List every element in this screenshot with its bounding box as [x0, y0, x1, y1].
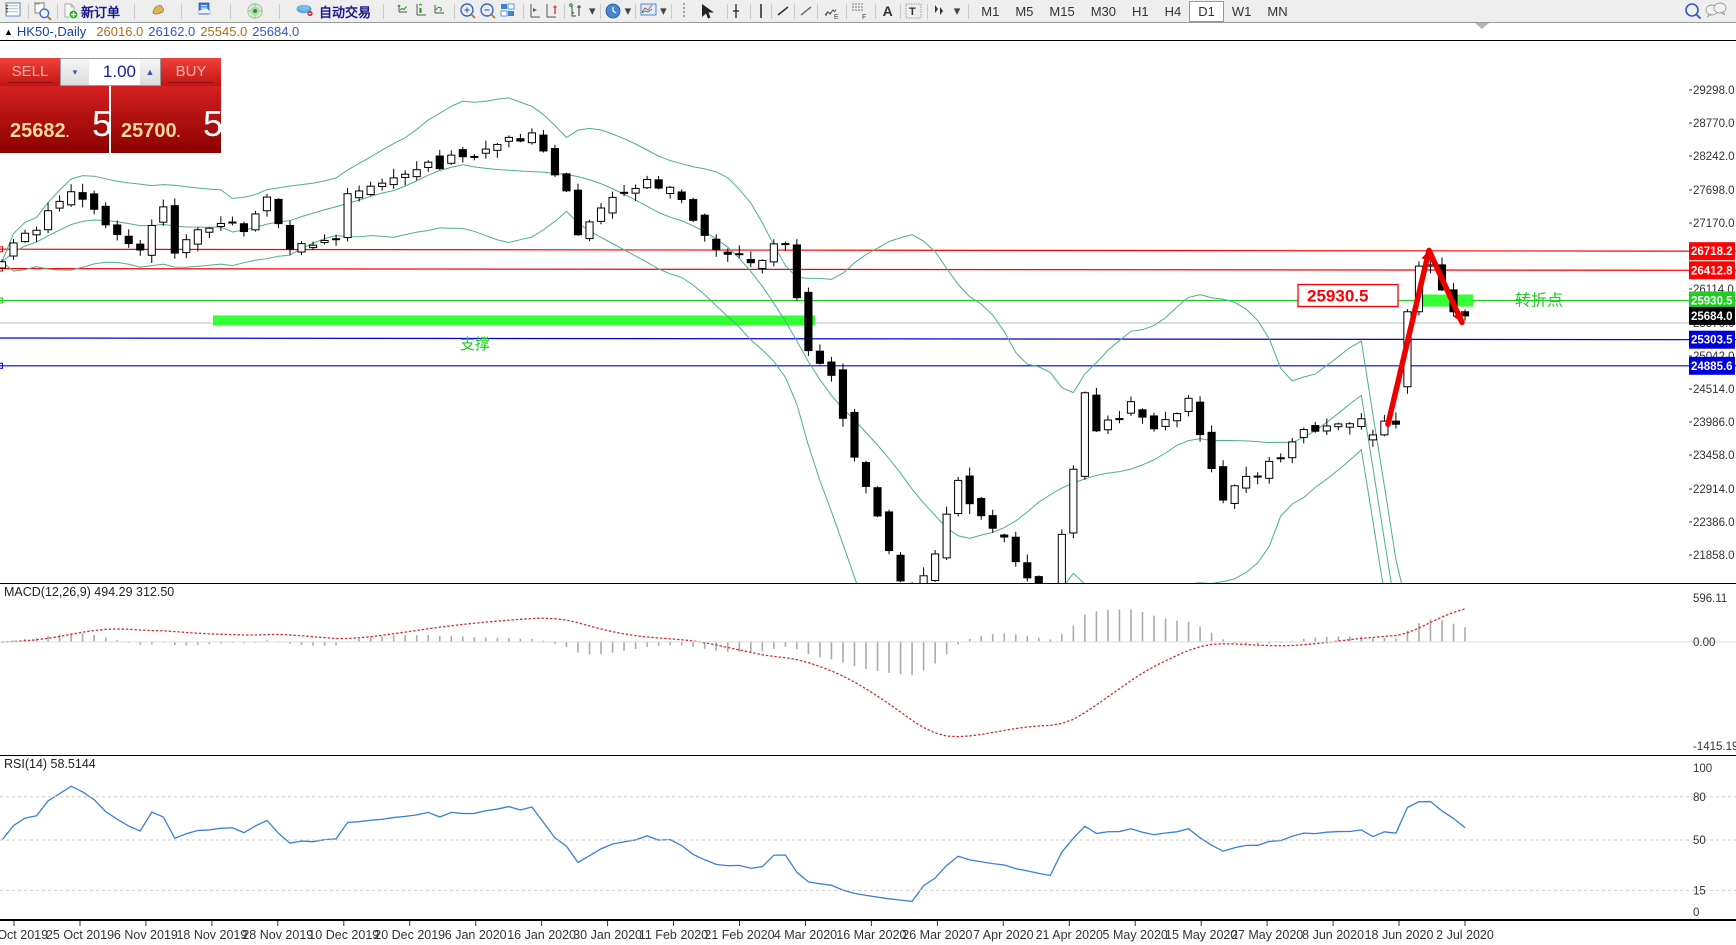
svg-text:21858.0: 21858.0 [1693, 550, 1735, 562]
svg-text:转折点: 转折点 [1515, 292, 1563, 310]
svg-text:11 Feb 2020: 11 Feb 2020 [639, 928, 708, 942]
svg-text:15 Oct 2019: 15 Oct 2019 [0, 928, 48, 942]
svg-text:26 Mar 2020: 26 Mar 2020 [902, 928, 972, 942]
svg-text:23458.0: 23458.0 [1693, 450, 1735, 462]
svg-text:20 Dec 2019: 20 Dec 2019 [374, 928, 445, 942]
svg-text:21 Apr 2020: 21 Apr 2020 [1036, 928, 1103, 942]
svg-text:6 Nov 2019: 6 Nov 2019 [114, 928, 178, 942]
svg-text:22386.0: 22386.0 [1693, 517, 1735, 529]
svg-text:27170.0: 27170.0 [1693, 218, 1735, 230]
svg-text:26718.2: 26718.2 [1691, 246, 1733, 258]
svg-text:F: F [862, 14, 866, 20]
svg-text:28 Nov 2019: 28 Nov 2019 [242, 928, 313, 942]
svg-text:25684.0: 25684.0 [1691, 311, 1733, 323]
svg-text:7 Apr 2020: 7 Apr 2020 [973, 928, 1034, 942]
svg-text:5 May 2020: 5 May 2020 [1103, 928, 1168, 942]
svg-text:16 Jan 2020: 16 Jan 2020 [507, 928, 576, 942]
svg-text:MACD(12,26,9) 494.29 312.50: MACD(12,26,9) 494.29 312.50 [4, 585, 174, 599]
svg-text:15 May 2020: 15 May 2020 [1165, 928, 1237, 942]
svg-text:8 Jun 2020: 8 Jun 2020 [1302, 928, 1364, 942]
svg-text:16 Mar 2020: 16 Mar 2020 [836, 928, 906, 942]
svg-text:25303.5: 25303.5 [1691, 335, 1733, 347]
svg-text:0: 0 [1693, 907, 1699, 919]
svg-text:E: E [834, 14, 839, 20]
svg-text:0.00: 0.00 [1693, 637, 1715, 649]
svg-text:6 Jan 2020: 6 Jan 2020 [445, 928, 507, 942]
svg-text:22914.0: 22914.0 [1693, 484, 1735, 496]
svg-text:4 Mar 2020: 4 Mar 2020 [774, 928, 837, 942]
svg-text:50: 50 [1693, 835, 1706, 847]
svg-text:27698.0: 27698.0 [1693, 185, 1735, 197]
svg-text:23986.0: 23986.0 [1693, 417, 1735, 429]
svg-text:25930.5: 25930.5 [1691, 296, 1733, 308]
svg-text:2 Jul 2020: 2 Jul 2020 [1436, 928, 1494, 942]
svg-text:28242.0: 28242.0 [1693, 151, 1735, 163]
svg-text:24885.6: 24885.6 [1691, 361, 1733, 373]
svg-text:26412.8: 26412.8 [1691, 265, 1733, 277]
svg-text:T: T [909, 6, 916, 18]
svg-text:25 Oct 2019: 25 Oct 2019 [46, 928, 114, 942]
svg-text:30 Jan 2020: 30 Jan 2020 [573, 928, 642, 942]
svg-text:24514.0: 24514.0 [1693, 384, 1735, 396]
svg-text:21 Feb 2020: 21 Feb 2020 [704, 928, 774, 942]
svg-text:596.11: 596.11 [1693, 593, 1727, 605]
svg-text:18 Nov 2019: 18 Nov 2019 [176, 928, 247, 942]
svg-text:10 Dec 2019: 10 Dec 2019 [308, 928, 379, 942]
svg-text:25930.5: 25930.5 [1307, 287, 1368, 306]
svg-text:27 May 2020: 27 May 2020 [1231, 928, 1303, 942]
svg-text:支撑: 支撑 [460, 336, 490, 353]
svg-text:-1415.19: -1415.19 [1693, 741, 1736, 753]
svg-text:RSI(14) 58.5144: RSI(14) 58.5144 [4, 757, 96, 771]
svg-text:18 Jun 2020: 18 Jun 2020 [1365, 928, 1434, 942]
svg-text:80: 80 [1693, 792, 1706, 804]
svg-text:29298.0: 29298.0 [1693, 85, 1735, 97]
svg-text:15: 15 [1693, 885, 1706, 897]
svg-text:100: 100 [1693, 763, 1712, 775]
svg-text:28770.0: 28770.0 [1693, 118, 1735, 130]
